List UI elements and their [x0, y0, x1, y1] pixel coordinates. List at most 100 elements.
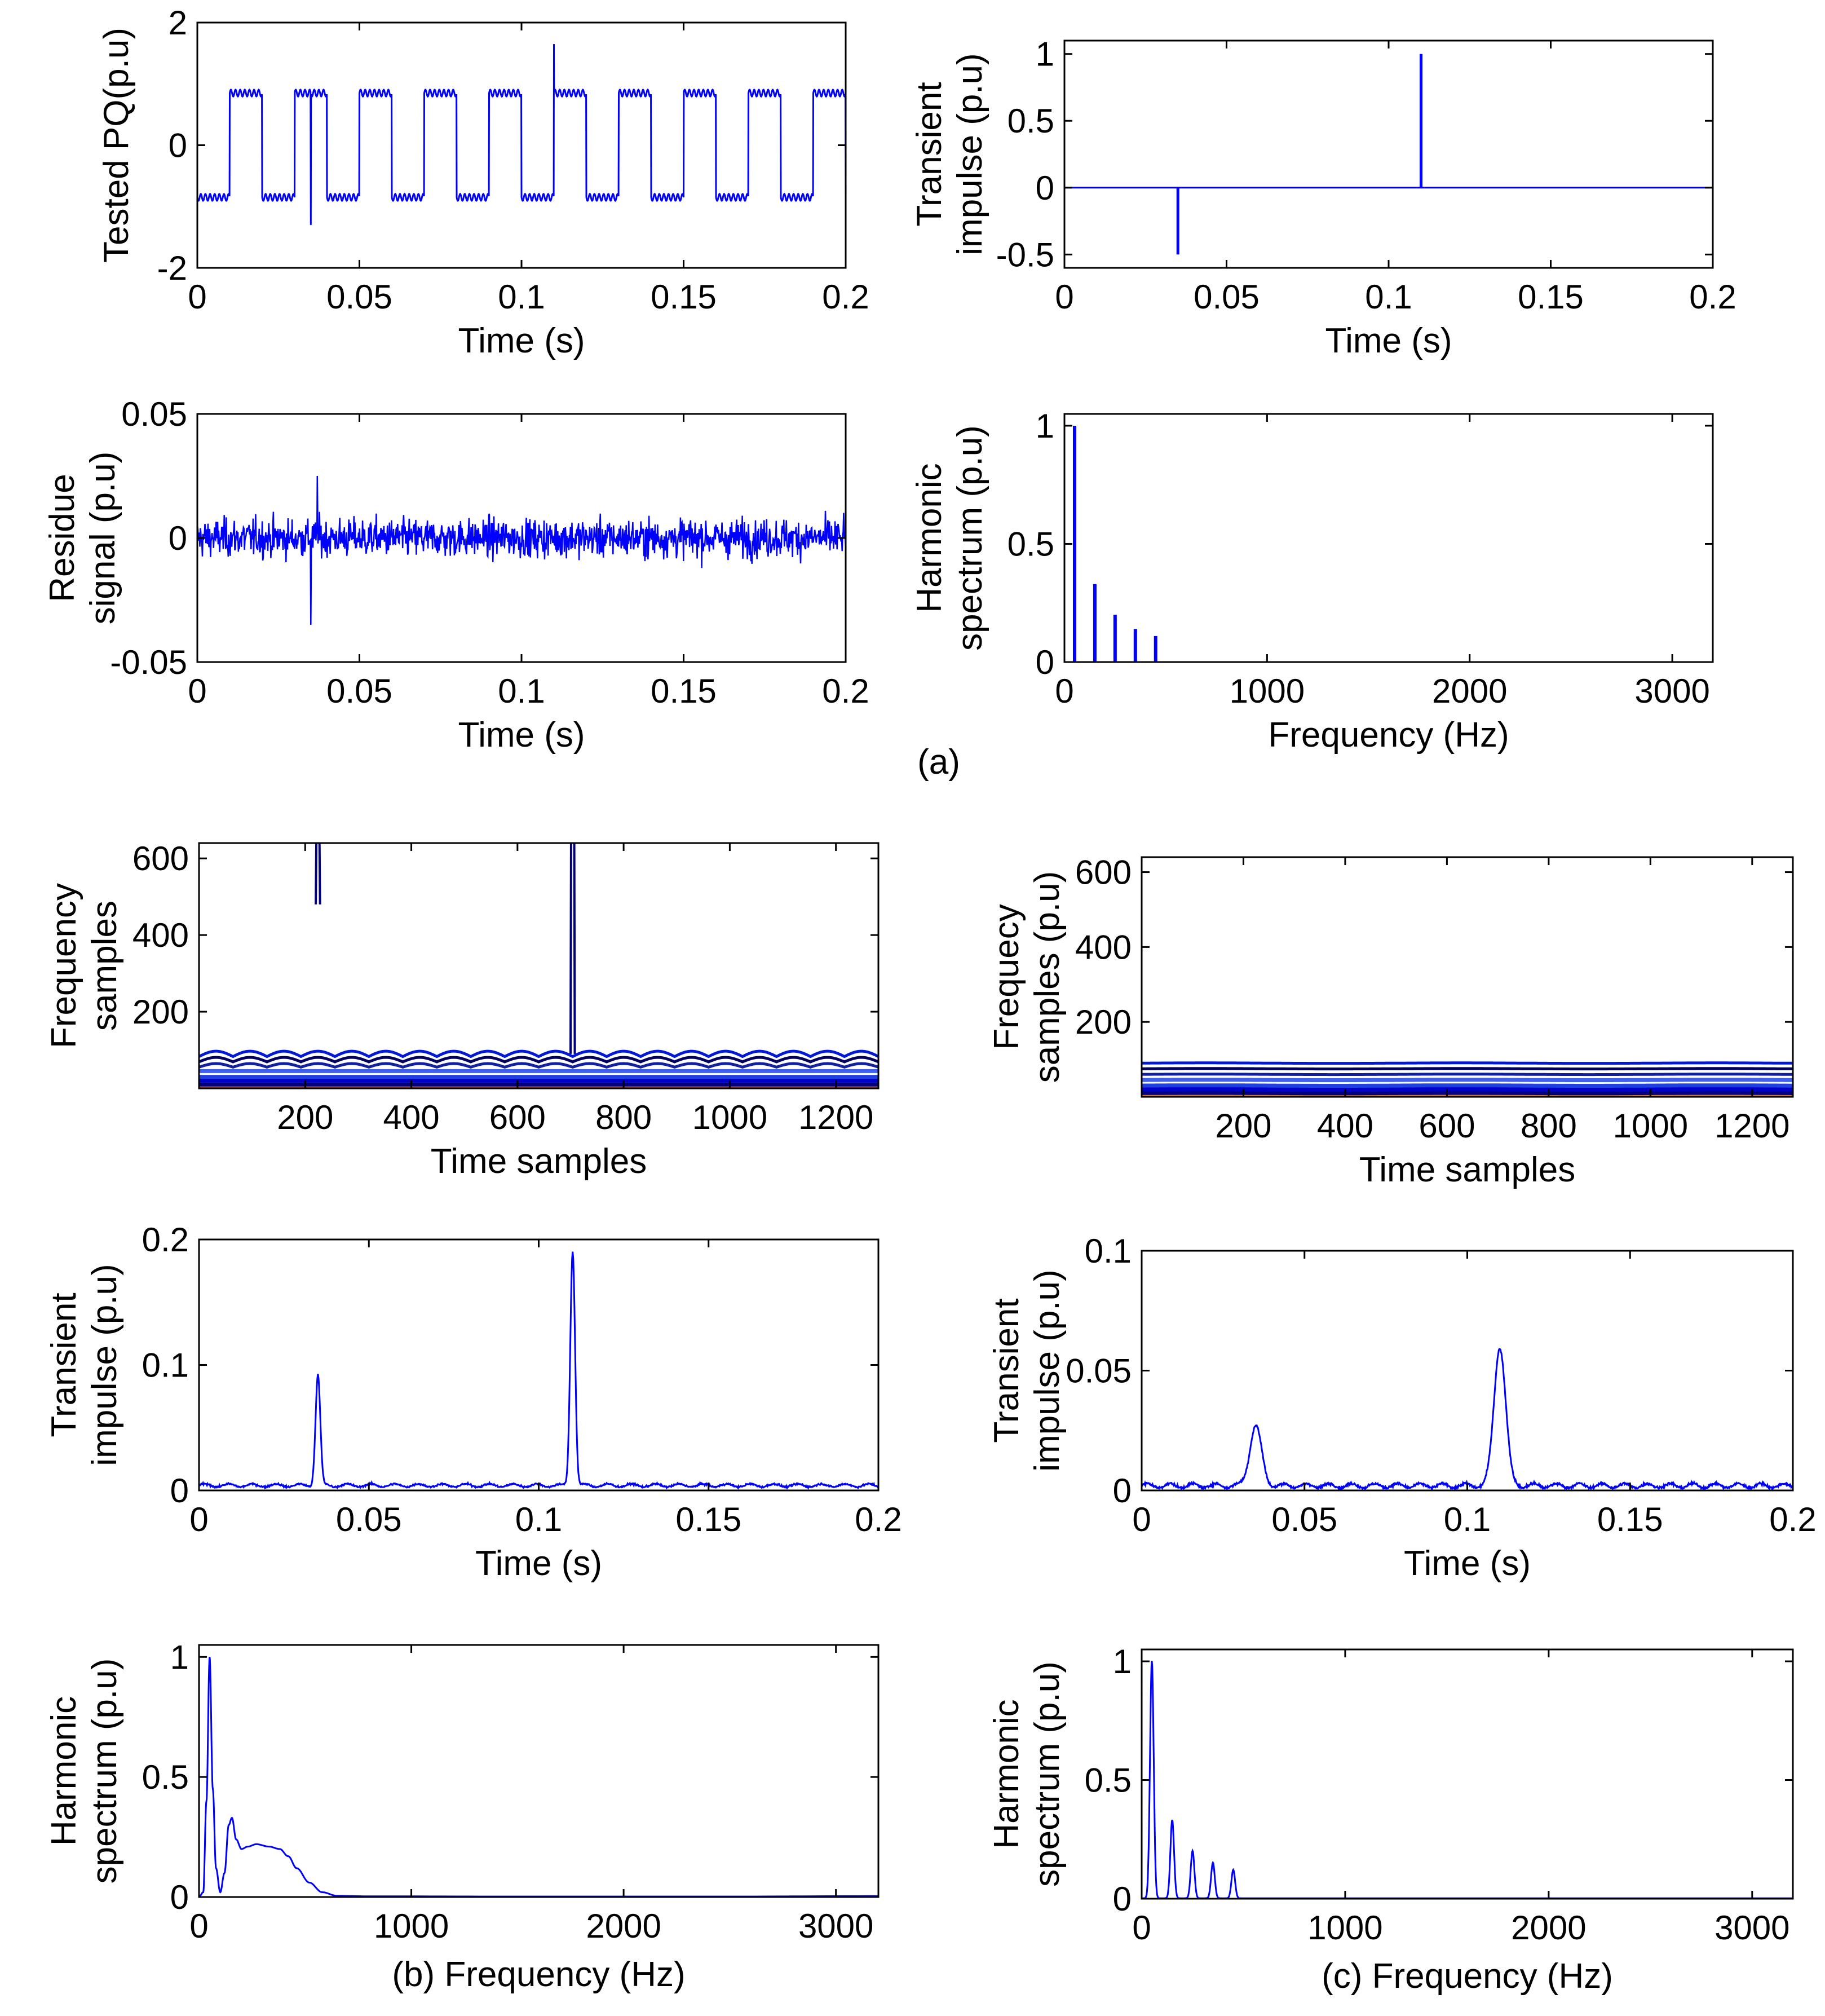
- c2-xtick-label-4: 0.2: [1769, 1501, 1816, 1538]
- a3-xtick-label-3: 0.15: [651, 672, 717, 710]
- b3-ytick-label-0: 0: [170, 1878, 189, 1916]
- a2-ytick-label-2: 0.5: [1007, 102, 1054, 140]
- c1-ytick-label-2: 600: [1075, 854, 1132, 892]
- a2-xtick-label-3: 0.15: [1518, 278, 1584, 316]
- a2-ytick-label-1: 0: [1036, 169, 1054, 207]
- a3-xtick-label-1: 0.05: [326, 672, 392, 710]
- c2-ylabel-line-1: impulse (p.u): [1028, 1269, 1067, 1471]
- a2-xtick-label-4: 0.2: [1689, 278, 1736, 316]
- a3-ytick-label-0: -0.05: [110, 643, 187, 681]
- b1-ytick-label-1: 400: [132, 916, 189, 954]
- a4-xtick-label-0: 0: [1055, 672, 1073, 710]
- a4-axes-frame: [1063, 413, 1714, 663]
- b3-xtick-label-2: 2000: [586, 1907, 661, 1945]
- c3-ytick-label-1: 0.5: [1085, 1762, 1132, 1799]
- b1-xtick-label-5: 1200: [798, 1099, 873, 1136]
- a2-xtick-label-0: 0: [1055, 278, 1073, 316]
- a2-ylabel-line-1: impulse (p.u): [951, 53, 989, 255]
- a3-xtick-label-0: 0: [188, 672, 206, 710]
- a1-xtick-label-0: 0: [188, 278, 206, 316]
- a4-ytick-label-2: 1: [1036, 407, 1054, 445]
- c1-contour-6: [1142, 1061, 1793, 1065]
- c3-series-line: [1142, 1661, 1793, 1899]
- c3-axes-frame: [1141, 1648, 1794, 1900]
- c3-ylabel-line-1: spectrum (p.u): [1028, 1661, 1067, 1887]
- c2-series-line: [1142, 1348, 1793, 1490]
- a1-xtick-label-1: 0.05: [326, 278, 392, 316]
- b2-ytick-label-1: 0.1: [142, 1347, 189, 1384]
- c3-xtick-label-2: 2000: [1511, 1909, 1586, 1947]
- c2-ytick-label-1: 0.05: [1066, 1352, 1132, 1390]
- c1-ylabel-line-1: samples (p.u): [1028, 871, 1067, 1083]
- c3-xtick-label-0: 0: [1132, 1909, 1151, 1947]
- c3-xtick-label-3: 3000: [1714, 1909, 1789, 1947]
- a1-plot-area: [197, 44, 846, 225]
- c3-ytick-label-0: 0: [1113, 1880, 1132, 1918]
- c3-ytick-label-2: 1: [1113, 1643, 1132, 1680]
- b1-axes-frame: [198, 842, 880, 1089]
- a4-xlabel: Frequency (Hz): [1268, 716, 1509, 755]
- a2-xlabel: Time (s): [1325, 321, 1452, 360]
- a3-xtick-label-4: 0.2: [822, 672, 869, 710]
- b1-xtick-label-3: 800: [595, 1099, 652, 1136]
- c2-ytick-label-2: 0.1: [1085, 1232, 1132, 1270]
- b3-ytick-label-1: 0.5: [142, 1758, 189, 1796]
- c3-plot-area: [1142, 1661, 1793, 1899]
- panel-b3-harmonic-spectrum: 0 1000 2000 3000 0 0.5 1 (b) Frequency (Hz) Harm…: [45, 1638, 880, 1994]
- a3-ytick-label-1: 0: [169, 519, 187, 557]
- b2-plot-area: [199, 1251, 878, 1490]
- panel-b2-transient-impulse: 0 0.05 0.1 0.15 0.2 0 0.1 0.2 Time (s) Transient i…: [45, 1221, 902, 1583]
- a3-xtick-label-2: 0.1: [498, 672, 545, 710]
- b2-series-line: [199, 1251, 878, 1490]
- b1-xtick-label-4: 1000: [692, 1099, 767, 1136]
- c1-ytick-label-0: 200: [1075, 1003, 1132, 1041]
- a3-plot-area: [197, 475, 846, 625]
- b3-axes-frame: [198, 1644, 880, 1898]
- a1-xtick-label-3: 0.15: [651, 278, 717, 316]
- c1-xtick-label-3: 800: [1521, 1107, 1577, 1145]
- b3-series-line: [199, 1657, 878, 1897]
- b3-ylabel-line-0: Harmonic: [45, 1696, 83, 1846]
- c3-ylabel-line-0: Harmonic: [987, 1699, 1026, 1849]
- a1-ytick-label-0: -2: [157, 249, 187, 287]
- c3-xtick-label-1: 1000: [1307, 1909, 1382, 1947]
- b2-xtick-label-4: 0.2: [855, 1501, 902, 1538]
- b3-xtick-label-3: 3000: [798, 1907, 873, 1945]
- b2-ytick-label-0: 0: [170, 1472, 189, 1510]
- a3-series-line: [197, 475, 846, 625]
- a3-xlabel: Time (s): [458, 716, 585, 755]
- c1-xtick-label-5: 1200: [1714, 1107, 1789, 1145]
- c1-axes-frame: [1141, 856, 1794, 1098]
- b2-xtick-label-0: 0: [189, 1501, 208, 1538]
- c1-contour-4: [1142, 1073, 1793, 1077]
- a1-ytick-label-1: 0: [169, 127, 187, 165]
- a4-ytick-label-1: 0.5: [1007, 525, 1054, 563]
- b1-xtick-label-1: 400: [383, 1099, 440, 1136]
- a1-xlabel: Time (s): [458, 321, 585, 360]
- b2-xtick-label-2: 0.1: [515, 1501, 562, 1538]
- c1-xlabel: Time samples: [1359, 1150, 1576, 1189]
- caption-a: (a): [917, 743, 960, 782]
- b1-contour-5: [199, 1056, 878, 1064]
- b3-plot-area: [199, 1657, 878, 1897]
- c1-ytick-label-1: 400: [1075, 928, 1132, 966]
- c2-xlabel: Time (s): [1404, 1544, 1531, 1583]
- b2-xlabel: Time (s): [475, 1544, 602, 1583]
- b1-ylabel-line-1: samples: [85, 901, 124, 1031]
- c1-xtick-label-4: 1000: [1613, 1107, 1688, 1145]
- c1-xtick-label-0: 200: [1215, 1107, 1271, 1145]
- c2-ytick-label-0: 0: [1113, 1472, 1132, 1510]
- b2-axes-frame: [198, 1238, 880, 1492]
- a4-ytick-label-0: 0: [1036, 643, 1054, 681]
- a4-xtick-label-1: 1000: [1230, 672, 1305, 710]
- b1-contour-spike-0: [315, 843, 321, 905]
- a1-ytick-label-2: 2: [169, 4, 187, 42]
- c2-axes-frame: [1141, 1250, 1794, 1492]
- c1-xtick-label-2: 600: [1419, 1107, 1475, 1145]
- b2-xtick-label-1: 0.05: [336, 1501, 402, 1538]
- a4-ylabel-line-0: Harmonic: [910, 463, 949, 612]
- c1-plot-area: [1142, 1061, 1793, 1097]
- c3-xlabel: (c) Frequency (Hz): [1322, 1957, 1613, 1996]
